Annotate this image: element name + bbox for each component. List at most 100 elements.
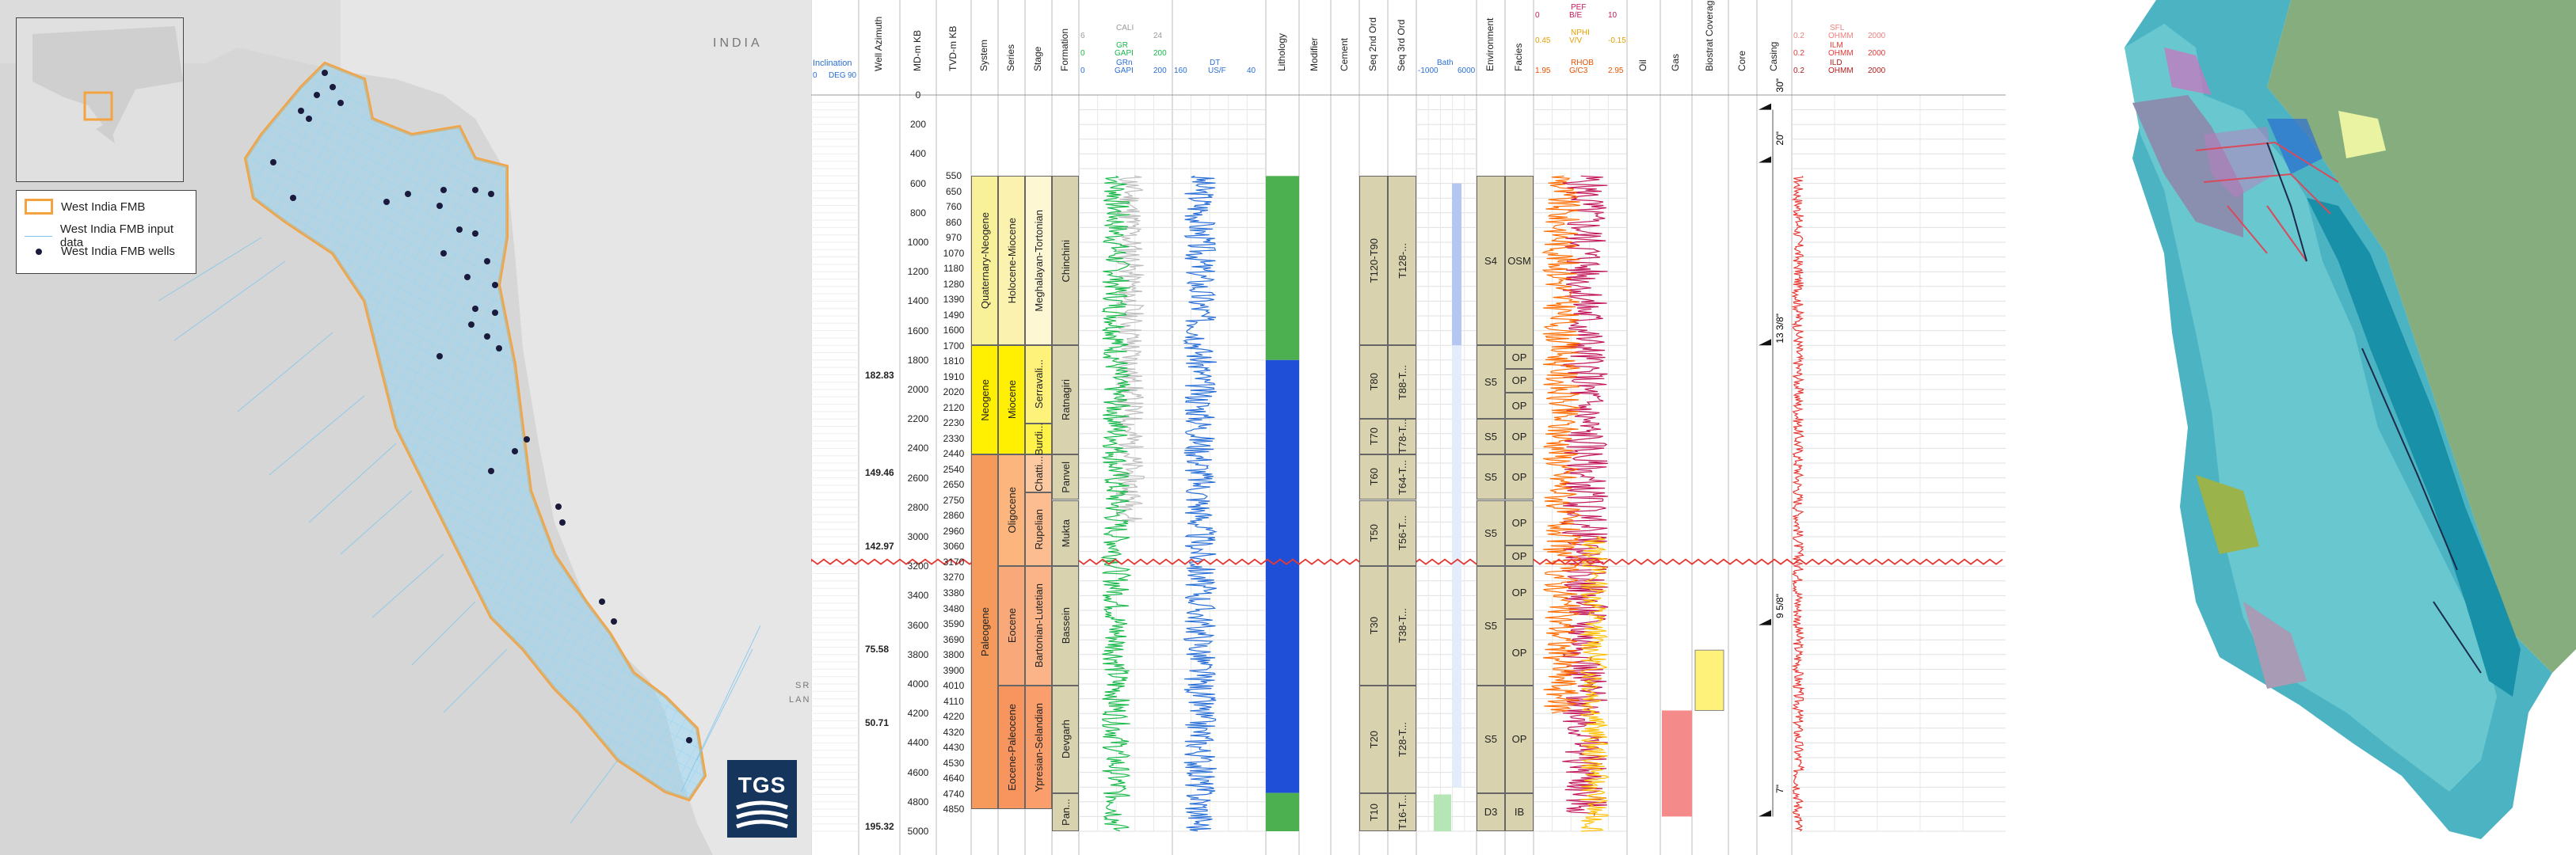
land-area	[2267, 0, 2576, 673]
bath-bar	[1452, 183, 1461, 346]
md-tick: 3200	[907, 560, 929, 572]
ild-header-unit: OHMM	[1828, 66, 1854, 75]
system-zone-label: Paleogene	[978, 606, 991, 657]
formation-zone: Devgarh	[1052, 685, 1079, 793]
azimuth-value: 142.97	[865, 541, 894, 553]
stage-zone-label: Ypresian-Selandian	[1032, 702, 1045, 792]
stage-zone-label: Rupelian	[1032, 509, 1045, 550]
stage-zone: Bartonian-Lutetian	[1025, 566, 1052, 686]
system-zone: Paleogene	[971, 454, 998, 810]
track-title-oil: Oil	[1637, 59, 1648, 71]
environment-zone: S4	[1477, 176, 1505, 346]
track-title-stage: Stage	[1032, 46, 1043, 71]
casing-label: 30"	[1774, 78, 1785, 93]
azimuth-value: 149.46	[865, 467, 894, 479]
bath-header-max: 6000	[1458, 66, 1476, 75]
inclination-unit: DEG	[829, 71, 846, 80]
line-swatch-icon	[25, 230, 52, 242]
seq3-zone: T16-T...	[1388, 792, 1416, 831]
track-title-modifier: Modifier	[1309, 37, 1320, 71]
tvd-tick: 2860	[943, 510, 965, 522]
seq3-zone: T128-...	[1388, 176, 1416, 346]
tvd-tick: 4640	[943, 773, 965, 785]
md-tick: 5000	[907, 826, 929, 837]
ilm-header-min: 0.2	[1793, 49, 1804, 58]
seq2-zone-label: T10	[1367, 803, 1380, 821]
environment-zone: S5	[1477, 419, 1505, 454]
stage-zone: Rupelian	[1025, 492, 1052, 567]
grn-header-max: 200	[1153, 66, 1167, 75]
well-log-panel[interactable]: Well Azimuth MD-m KB TVD-m KB System Series S…	[811, 0, 2006, 855]
gas-show-bar	[1662, 710, 1692, 817]
locator-inset-map[interactable]	[16, 17, 184, 182]
tvd-tick: 3800	[943, 649, 965, 661]
tvd-tick: 1180	[943, 263, 964, 275]
well-markers	[270, 70, 692, 743]
tvd-tick: 2960	[943, 525, 965, 537]
tvd-tick: 1600	[943, 325, 965, 336]
well-dot-icon	[25, 245, 53, 258]
seq3-zone: T56-T...	[1388, 500, 1416, 567]
tvd-tick: 3170	[943, 556, 965, 568]
ild-curve	[1791, 176, 1805, 832]
tvd-tick: 4430	[943, 742, 965, 754]
dt-header-max: 40	[1247, 66, 1256, 75]
lithology-block	[1266, 792, 1299, 831]
survey-map-panel[interactable]: INDIA SRI LAN West India FMB West India …	[0, 0, 811, 855]
track-title-gas: Gas	[1670, 53, 1681, 71]
series-zone: Holocene-Miocene	[998, 176, 1025, 346]
series-zone: Eocene	[998, 566, 1025, 686]
geology-map-panel[interactable]	[2006, 0, 2576, 855]
stage-zone: Chatti...	[1025, 454, 1052, 493]
seq3-zone: T38-T...	[1388, 566, 1416, 686]
tvd-tick: 2020	[943, 386, 965, 398]
md-tick: 2800	[907, 501, 929, 513]
seq3-zone: T88-T...	[1388, 345, 1416, 420]
geology-map[interactable]	[2006, 0, 2576, 855]
casing-label: 9 5/8"	[1774, 593, 1785, 618]
md-tick: 1200	[907, 266, 929, 278]
map-legend: West India FMB West India FMB input data…	[16, 190, 196, 274]
tvd-tick: 3690	[943, 633, 965, 645]
tvd-tick: 2230	[943, 417, 965, 429]
formation-zone-label: Devgarh	[1059, 720, 1072, 759]
ilm-header-unit: OHMM	[1828, 49, 1854, 58]
md-tick: 3600	[907, 619, 929, 631]
tvd-tick: 4110	[943, 695, 964, 707]
stage-zone-label: Burdi...	[1032, 422, 1045, 455]
series-zone: Miocene	[998, 345, 1025, 454]
track-title-casing: Casing	[1768, 41, 1779, 71]
md-tick: 4400	[907, 737, 929, 749]
md-tick: 3000	[907, 531, 929, 542]
casing-shoe-marker	[1759, 618, 1771, 625]
ild-header-min: 0.2	[1793, 66, 1804, 75]
track-title-azimuth: Well Azimuth	[873, 16, 884, 71]
track-title-system: System	[978, 39, 989, 71]
tvd-tick: 1910	[943, 370, 965, 382]
inset-highlight-box	[83, 91, 113, 121]
seq3-zone-label: T64-T...	[1396, 459, 1408, 495]
rhob-curve	[1541, 175, 1582, 714]
seq3-zone-label: T16-T...	[1396, 794, 1408, 830]
azimuth-value: 75.58	[865, 644, 890, 656]
stage-zone-label: Chatti...	[1032, 455, 1045, 492]
pef-header-name: PEF	[1571, 3, 1587, 12]
facies-zone: OP	[1505, 500, 1534, 546]
seq3-zone: T64-T...	[1388, 454, 1416, 500]
seq2-zone-label: T30	[1367, 617, 1380, 635]
sfl-header-max: 2000	[1868, 32, 1886, 40]
tvd-tick: 4740	[943, 788, 965, 800]
stage-zone: Ypresian-Selandian	[1025, 685, 1052, 810]
rhob-header-max: 2.95	[1608, 66, 1624, 75]
formation-zone: Panvel	[1052, 454, 1079, 500]
tvd-tick: 4530	[943, 757, 965, 769]
legend-item-input-data: West India FMB input data	[25, 222, 196, 249]
formation-zone: Bassein	[1052, 566, 1079, 686]
biostrat-coverage-bar	[1694, 649, 1724, 711]
tvd-tick: 2540	[943, 463, 965, 475]
tvd-tick: 4850	[943, 804, 965, 815]
system-zone: Quaternary-Neogene	[971, 176, 998, 346]
tvd-tick: 4320	[943, 726, 965, 738]
md-tick: 3800	[907, 648, 929, 660]
environment-zone: S5	[1477, 454, 1505, 500]
